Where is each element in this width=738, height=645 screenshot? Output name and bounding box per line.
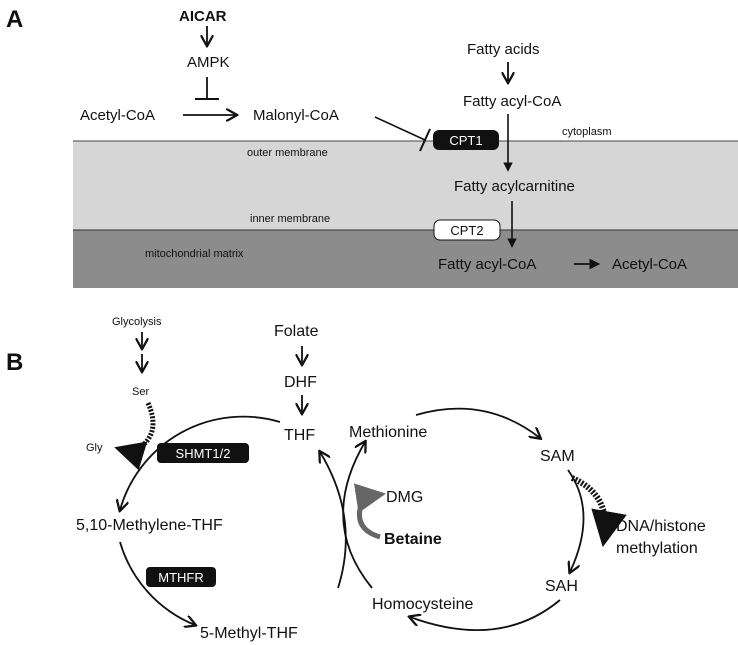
inner-membrane-label: inner membrane bbox=[250, 213, 330, 225]
acetyl-coa-matrix-label: Acetyl-CoA bbox=[612, 256, 687, 273]
methylation-line2-label: methylation bbox=[616, 540, 698, 557]
mitochondrial-matrix-label: mitochondrial matrix bbox=[145, 248, 244, 260]
shmt-label: SHMT1/2 bbox=[176, 446, 231, 461]
sah-label: SAH bbox=[545, 578, 578, 595]
cpt2-badge bbox=[433, 219, 501, 241]
methyl-thf-to-thf-arc bbox=[320, 452, 347, 589]
fatty-acids-label: Fatty acids bbox=[467, 41, 540, 58]
dhf-label: DHF bbox=[284, 374, 317, 391]
fatty-acyl-coa-top-label: Fatty acyl-CoA bbox=[463, 93, 561, 110]
cpt1-label: CPT1 bbox=[449, 133, 482, 148]
gly-label: Gly bbox=[86, 442, 103, 454]
thf-to-methylene-arc bbox=[120, 415, 281, 510]
cpt2-label: CPT2 bbox=[450, 223, 483, 238]
mthfr-badge bbox=[146, 567, 216, 587]
sam-label: SAM bbox=[540, 448, 575, 465]
intermembrane-band bbox=[73, 141, 738, 230]
glycolysis-label: Glycolysis bbox=[112, 316, 162, 328]
shmt-badge bbox=[157, 443, 249, 463]
fatty-acyl-coa-matrix-label: Fatty acyl-CoA bbox=[438, 256, 536, 273]
methylene-thf-label: 5,10-Methylene-THF bbox=[76, 517, 223, 534]
panel-a-label: A bbox=[6, 6, 23, 33]
methionine-label: Methionine bbox=[349, 424, 427, 441]
matrix-band bbox=[73, 230, 738, 288]
betaine-to-dmg-arrow bbox=[353, 483, 386, 540]
ampk-label: AMPK bbox=[187, 54, 230, 71]
malonyl-inhibit-line bbox=[374, 116, 426, 141]
homocysteine-label: Homocysteine bbox=[372, 596, 473, 613]
homocysteine-to-methionine-arc bbox=[342, 442, 373, 589]
thf-label: THF bbox=[284, 427, 315, 444]
panel-b-label: B bbox=[6, 349, 23, 376]
ser-label: Ser bbox=[132, 386, 149, 398]
methylation-line1-label: DNA/histone bbox=[616, 518, 706, 535]
methylation-arrow bbox=[570, 475, 627, 548]
methionine-to-sam-arc bbox=[415, 407, 540, 438]
methylene-to-methyl-arc bbox=[119, 541, 195, 625]
malonyl-coa-label: Malonyl-CoA bbox=[253, 107, 339, 124]
ser-to-gly-arrow bbox=[114, 401, 156, 471]
outer-membrane-label: outer membrane bbox=[247, 147, 328, 159]
methyl-thf-label: 5-Methyl-THF bbox=[200, 625, 298, 642]
fatty-acylcarnitine-label: Fatty acylcarnitine bbox=[454, 178, 575, 195]
acetyl-coa-label: Acetyl-CoA bbox=[80, 107, 155, 124]
folate-label: Folate bbox=[274, 323, 319, 340]
malonyl-inhibit-bar bbox=[419, 128, 431, 152]
cytoplasm-label: cytoplasm bbox=[562, 126, 612, 138]
betaine-label: Betaine bbox=[384, 531, 442, 548]
aicar-label: AICAR bbox=[179, 8, 227, 25]
cpt1-badge bbox=[433, 130, 499, 150]
dmg-label: DMG bbox=[386, 489, 423, 506]
mthfr-label: MTHFR bbox=[158, 570, 204, 585]
sah-to-homocysteine-arc bbox=[410, 599, 561, 632]
